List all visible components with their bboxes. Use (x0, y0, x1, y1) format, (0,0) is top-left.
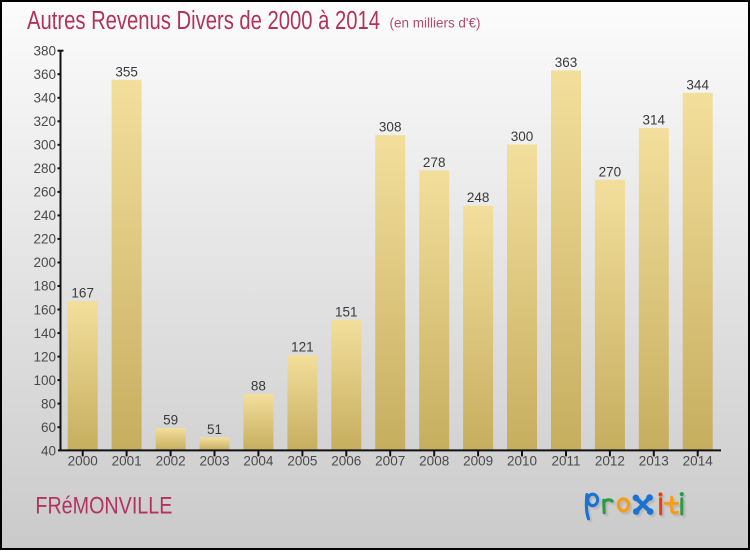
svg-text:270: 270 (599, 164, 622, 179)
svg-text:280: 280 (33, 161, 56, 176)
svg-text:300: 300 (33, 138, 56, 153)
svg-text:120: 120 (33, 349, 56, 364)
svg-text:2006: 2006 (331, 454, 361, 469)
svg-text:2005: 2005 (287, 454, 317, 469)
svg-text:88: 88 (251, 378, 266, 393)
svg-text:121: 121 (291, 340, 314, 355)
svg-text:140: 140 (33, 326, 56, 341)
svg-text:308: 308 (379, 120, 402, 135)
svg-text:300: 300 (511, 129, 534, 144)
svg-text:2014: 2014 (683, 454, 714, 469)
svg-text:240: 240 (33, 208, 56, 223)
svg-text:344: 344 (686, 77, 709, 92)
svg-text:314: 314 (643, 113, 666, 128)
svg-text:151: 151 (335, 304, 358, 319)
svg-text:FRéMONVILLE: FRéMONVILLE (35, 493, 172, 520)
svg-text:2003: 2003 (199, 454, 229, 469)
svg-text:2012: 2012 (595, 454, 625, 469)
svg-text:220: 220 (33, 232, 56, 247)
svg-text:160: 160 (33, 302, 56, 317)
svg-text:2000: 2000 (68, 454, 98, 469)
svg-text:2013: 2013 (639, 454, 669, 469)
svg-text:200: 200 (33, 255, 56, 270)
svg-text:260: 260 (33, 185, 56, 200)
svg-text:40: 40 (41, 444, 56, 459)
svg-text:60: 60 (41, 420, 56, 435)
svg-text:355: 355 (115, 64, 138, 79)
svg-text:(en milliers d'€): (en milliers d'€) (390, 16, 481, 31)
svg-text:180: 180 (33, 279, 56, 294)
svg-text:59: 59 (163, 413, 178, 428)
svg-text:2008: 2008 (419, 454, 449, 469)
svg-text:2007: 2007 (375, 454, 405, 469)
svg-text:380: 380 (33, 43, 56, 58)
svg-text:Autres Revenus Divers de 2000: Autres Revenus Divers de 2000 à 2014 (27, 7, 380, 35)
svg-text:2011: 2011 (551, 454, 580, 469)
svg-text:2004: 2004 (243, 454, 274, 469)
svg-text:2010: 2010 (507, 454, 537, 469)
svg-text:278: 278 (423, 155, 446, 170)
svg-text:100: 100 (33, 373, 56, 388)
svg-text:80: 80 (41, 396, 56, 411)
svg-text:167: 167 (71, 286, 94, 301)
svg-text:2009: 2009 (463, 454, 493, 469)
svg-text:340: 340 (33, 91, 56, 106)
svg-text:363: 363 (555, 55, 578, 70)
svg-text:320: 320 (33, 114, 56, 129)
svg-text:2002: 2002 (156, 454, 186, 469)
svg-text:248: 248 (467, 190, 490, 205)
svg-text:360: 360 (33, 67, 56, 82)
svg-text:51: 51 (207, 422, 222, 437)
svg-text:2001: 2001 (112, 454, 142, 469)
